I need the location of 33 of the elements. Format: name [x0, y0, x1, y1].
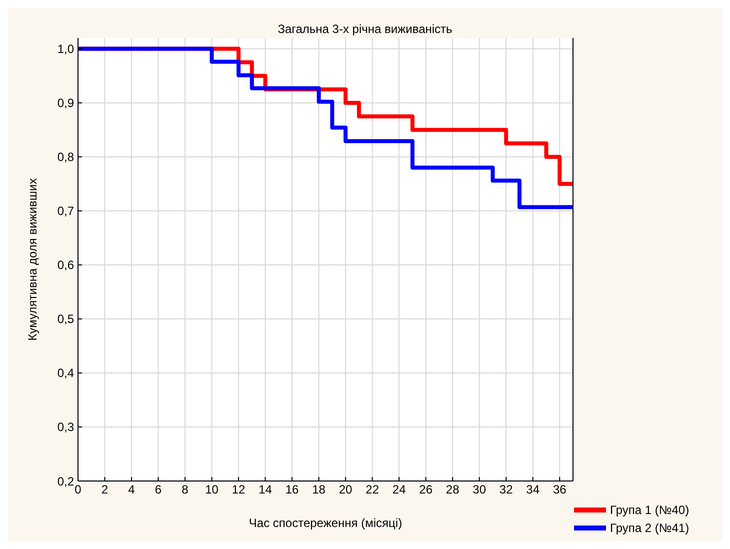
- x-tick-label: 0: [74, 482, 82, 497]
- y-tick-label: 1,0: [57, 42, 74, 56]
- y-tick-label: 0,8: [57, 150, 74, 164]
- x-tick-label: 26: [419, 482, 433, 497]
- x-tick-label: 16: [285, 482, 300, 497]
- x-tick-label: 24: [392, 482, 406, 497]
- x-axis-title: Час спостереження (місяці): [248, 516, 402, 530]
- x-tick-label: 14: [258, 482, 272, 497]
- x-tick-label: 22: [366, 482, 380, 497]
- x-tick-label: 28: [446, 482, 460, 497]
- x-tick-label: 4: [128, 482, 136, 497]
- y-tick-label: 0,9: [57, 96, 74, 110]
- x-tick-label: 6: [154, 482, 162, 497]
- y-tick-label: 0,7: [57, 204, 74, 218]
- y-tick-label: 0,6: [57, 258, 74, 272]
- y-tick-label: 0,2: [57, 474, 74, 488]
- x-tick-label: 8: [182, 482, 189, 497]
- y-tick-label: 0,5: [57, 312, 74, 326]
- x-tick-label: 20: [338, 482, 353, 497]
- x-tick-label: 2: [101, 482, 108, 497]
- y-axis-title: Кумулятивна доля виживших: [25, 178, 40, 341]
- x-tick-label: 18: [312, 482, 326, 497]
- y-tick-label: 0,3: [57, 420, 74, 434]
- x-tick-label: 34: [526, 482, 540, 497]
- x-tick-label: 32: [499, 482, 514, 497]
- chart-title: Загальна 3-х річна виживаність: [276, 22, 454, 36]
- legend-label: Група 2 (№41): [610, 521, 690, 535]
- x-tick-label: 36: [552, 482, 567, 497]
- y-tick-label: 0,4: [57, 366, 74, 380]
- legend-label: Група 1 (№40): [610, 503, 690, 517]
- x-tick-label: 30: [472, 482, 486, 497]
- x-tick-label: 10: [205, 482, 219, 497]
- x-tick-label: 12: [232, 482, 246, 497]
